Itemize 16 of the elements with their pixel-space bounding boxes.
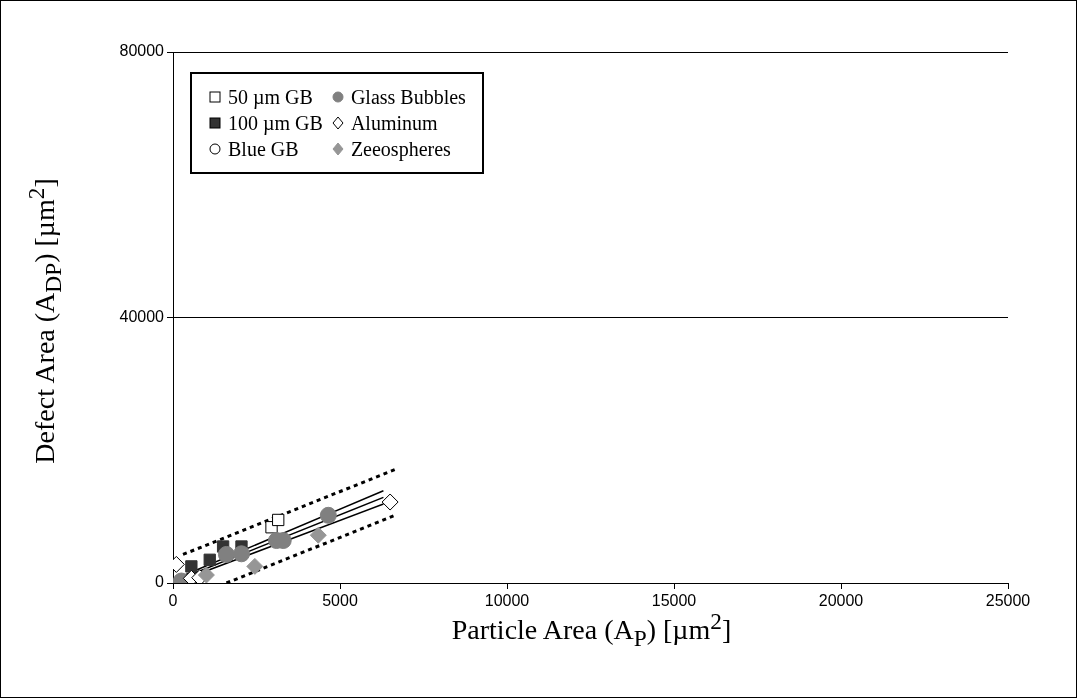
x-tick-label: 10000 — [484, 592, 530, 610]
x-tick-label: 20000 — [818, 592, 864, 610]
legend-label: Glass Bubbles — [350, 85, 466, 109]
y-tick-label: 80000 — [119, 42, 165, 60]
legend-label: Aluminum — [350, 111, 438, 135]
legend-label: 50 µm GB — [228, 85, 313, 109]
legend-label: Zeeospheres — [350, 137, 451, 161]
x-tick-label: 0 — [168, 592, 178, 610]
y-tick-label: 40000 — [119, 307, 165, 325]
legend-label: 100 µm GB — [228, 111, 323, 135]
x-tick-label: 5000 — [322, 592, 358, 610]
legend-label: Blue GB — [228, 137, 299, 161]
y-tick-label: 0 — [155, 573, 165, 591]
x-tick-label: 15000 — [651, 592, 697, 610]
x-axis-title: Particle Area (A$_{P}$) [µm$^{2}$] — [450, 608, 733, 652]
x-tick-label: 25000 — [985, 592, 1031, 610]
